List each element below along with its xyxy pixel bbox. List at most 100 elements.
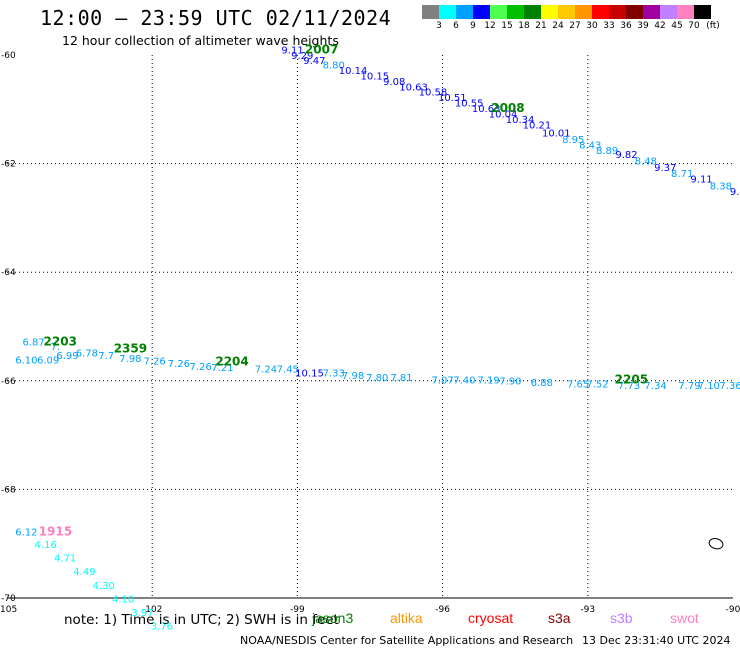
wave-height-label: 7.26 <box>189 362 211 373</box>
longitude-tick-label: -96 <box>435 605 450 615</box>
wave-height-label: 8.95 <box>562 135 584 146</box>
colorbar-swatch <box>439 5 456 19</box>
colorbar-swatch <box>524 5 541 19</box>
wave-height-label: 9.08 <box>383 77 405 88</box>
wave-height-label: 9.47 <box>303 56 325 67</box>
wave-height-label: 10.63 <box>472 104 501 115</box>
wave-height-label: 10.15 <box>295 368 324 379</box>
latitude-tick-label: -66 <box>1 377 16 387</box>
colorbar-tick-label: 36 <box>620 21 632 31</box>
wave-height-label: 7.24 <box>255 365 277 376</box>
wave-height-label: 9.11 <box>690 175 712 186</box>
latitude-tick-label: -64 <box>1 268 16 278</box>
wave-height-label: 10.58 <box>419 88 448 99</box>
legend-s3a: s3a <box>548 610 571 626</box>
legend-swot: swot <box>670 610 699 626</box>
latitude-tick-label: -68 <box>1 485 16 495</box>
longitude-tick-label: -99 <box>290 605 305 615</box>
wave-height-label: 7.90 <box>499 377 521 388</box>
map-subtitle: 12 hour collection of altimeter wave hei… <box>62 33 339 48</box>
wave-height-label: 6.12 <box>15 528 37 539</box>
wave-height-label: 10.04 <box>489 109 518 120</box>
wave-height-label: 8.71 <box>671 169 693 180</box>
colorbar-tick-label: 39 <box>637 21 649 31</box>
colorbar-swatch <box>456 5 473 19</box>
colorbar-swatch <box>575 5 592 19</box>
wave-height-label: 4.30 <box>93 581 115 592</box>
colorbar-tick-label: 42 <box>654 21 666 31</box>
wave-height-label: 6.09 <box>37 355 59 366</box>
wave-height-label: 6.99 <box>56 351 78 362</box>
wave-height-label: 7.07 <box>431 376 453 387</box>
wave-height-label: 7.45 <box>277 365 299 376</box>
longitude-tick-label: -90 <box>726 605 740 615</box>
colorbar-swatch <box>541 5 558 19</box>
latitude-tick-label: -60 <box>1 51 16 61</box>
legend-cryosat: cryosat <box>468 610 514 626</box>
colorbar-swatch <box>677 5 694 19</box>
wave-height-label: 8.43 <box>579 140 601 151</box>
wave-height-label: 4.16 <box>35 540 57 551</box>
wave-height-label: 7.98 <box>119 354 141 365</box>
wave-height-label: 6.78 <box>76 348 98 359</box>
wave-height-label: 3.97 <box>131 608 153 619</box>
wave-height-label: 7.73 <box>618 381 640 392</box>
colorbar-tick-label: 9 <box>470 21 476 31</box>
wave-height-label: 10.51 <box>438 93 467 104</box>
colorbar-unit: (ft) <box>706 21 720 31</box>
colorbar-tick-label: 6 <box>453 21 459 31</box>
wave-height-label: 10.21 <box>523 120 552 131</box>
wave-height-label: 10.63 <box>399 82 428 93</box>
map-title: 12:00 – 23:59 UTC 02/11/2024 <box>40 6 392 30</box>
colorbar-swatch <box>473 5 490 19</box>
colorbar-tick-label: 15 <box>501 21 513 31</box>
wave-height-label: 9.82 <box>615 150 637 161</box>
longitude-tick-label: -93 <box>580 605 595 615</box>
pass-time-label: 1915 <box>39 525 72 539</box>
colorbar-tick-label: 12 <box>484 21 496 31</box>
wave-height-label: 7.7 <box>98 351 114 362</box>
colorbar-swatch <box>592 5 609 19</box>
credit-text: NOAA/NESDIS Center for Satellite Applica… <box>240 634 574 647</box>
colorbar-tick-label: 30 <box>586 21 598 31</box>
colorbar-swatch <box>643 5 660 19</box>
colorbar-tick-label: 24 <box>552 21 564 31</box>
colorbar-tick-label: 27 <box>569 21 581 31</box>
colorbar-tick-label: 33 <box>603 21 615 31</box>
wave-height-label: 8.80 <box>323 61 345 72</box>
colorbar-swatch <box>694 5 711 19</box>
colorbar-swatch <box>422 5 439 19</box>
wave-height-label: 7.80 <box>366 373 388 384</box>
wave-height-label: 7.52 <box>586 379 608 390</box>
legend-jason3: jason3 <box>312 610 354 626</box>
wave-height-label: 8.48 <box>635 157 657 168</box>
wave-height-label: 7.19 <box>477 376 499 387</box>
wave-height-label: 7.34 <box>644 381 666 392</box>
wave-height-label: 7.98 <box>342 371 364 382</box>
wave-height-label: 7.79 <box>678 381 700 392</box>
wave-height-label: 4.71 <box>54 554 76 565</box>
colorbar-swatch <box>507 5 524 19</box>
wave-height-label: 9.4 <box>730 187 740 198</box>
island-outline <box>708 538 724 550</box>
wave-height-label: 10.01 <box>542 128 571 139</box>
colorbar-swatch <box>626 5 643 19</box>
pass-time-label: 2008 <box>491 101 524 115</box>
wave-height-label: 10.14 <box>339 66 368 77</box>
colorbar-tick-label: 45 <box>671 21 683 31</box>
wave-height-label: 8.38 <box>710 182 732 193</box>
wave-height-label: 6.10 <box>15 355 37 366</box>
wave-height-label: 4.10 <box>112 594 134 605</box>
pass-time-label: 2204 <box>215 355 248 369</box>
wave-height-label: 9.11 <box>281 45 303 56</box>
wave-height-label: 10.15 <box>361 71 390 82</box>
latitude-tick-label: -62 <box>1 160 16 170</box>
wave-height-label: 6.87 <box>22 338 44 349</box>
legend-s3b: s3b <box>610 610 633 626</box>
colorbar-swatch <box>490 5 507 19</box>
wave-height-label: 7.26 <box>143 357 165 368</box>
wave-height-label: 9.29 <box>291 51 313 62</box>
latitude-tick-label: -70 <box>1 594 16 604</box>
wave-height-label: 7.26 <box>168 359 190 370</box>
